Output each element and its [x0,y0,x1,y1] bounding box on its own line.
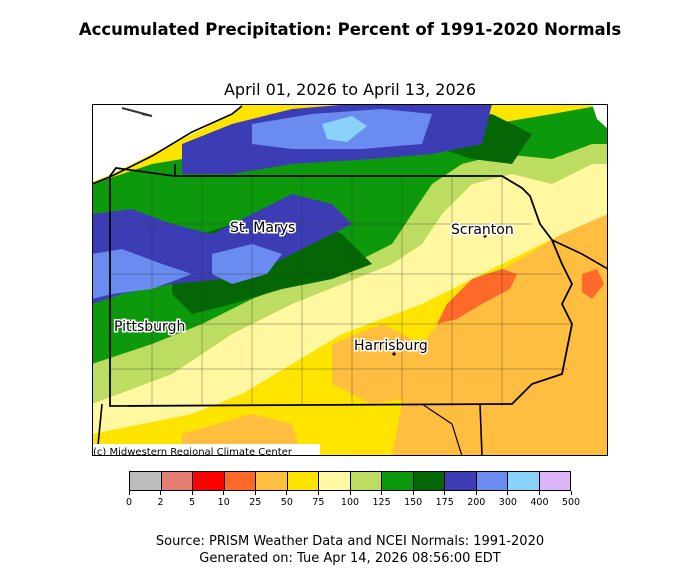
legend-tick [349,491,351,495]
legend-tick [412,491,414,495]
legend-swatch-0 [130,472,162,490]
legend-tick [286,491,288,495]
legend-tick-label: 125 [372,497,391,508]
legend-swatch-2 [193,472,225,490]
legend-tick-label: 75 [312,497,325,508]
county-lines [110,176,572,406]
legend-tick-label: 400 [530,497,549,508]
legend-swatch-5 [287,472,319,490]
legend-tick [381,491,383,495]
legend-tick-label: 200 [467,497,486,508]
region-25-50-central [332,324,442,404]
legend-tick [254,491,256,495]
region-75-100 [92,164,608,434]
legend-swatch-6 [319,472,351,490]
legend-tick [538,491,540,495]
precipitation-map: St. Marys Scranton Pittsburgh Harrisburg… [92,104,608,456]
legend-tick-label: 175 [435,497,454,508]
map-date-range: April 01, 2026 to April 13, 2026 [223,80,477,99]
legend-tick-label: 50 [280,497,293,508]
lake-erie [92,104,242,182]
northeast-blank [592,104,608,129]
legend-tick [444,491,446,495]
region-10-25-ne [582,269,604,299]
legend-tick [191,491,193,495]
legend-tick-label: 0 [125,497,133,508]
legend-tick-label: 2 [157,497,164,508]
legend-swatch-13 [539,472,570,490]
legend-tick-label: 10 [217,497,230,508]
city-label-harrisburg: Harrisburg [354,338,428,354]
legend-tick-label: 25 [249,497,262,508]
map-credit: (c) Midwestern Regional Climate Center [93,447,293,456]
legend-tick-label: 5 [189,497,196,508]
legend-color-bar [129,471,571,491]
legend-tick [317,491,319,495]
legend-swatch-12 [508,472,540,490]
legend-tick [160,491,162,495]
map-title: Accumulated Precipitation: Percent of 19… [78,20,622,39]
legend-tick-label: 100 [340,497,360,508]
color-legend: 0 2 5 10 25 50 75 100 125 150 175 200 300 400 500 [125,471,580,509]
city-labels: St. Marys Scranton Pittsburgh Harrisburg [113,219,515,356]
legend-swatch-7 [350,472,382,490]
city-marker-scranton [483,234,487,238]
legend-tick-label: 150 [404,497,423,508]
legend-tick [570,491,572,495]
region-10-25 [437,269,517,324]
region-25-50-east [392,214,608,456]
legend-swatch-11 [476,472,508,490]
legend-tick-label: 500 [561,497,581,508]
region-300-400 [322,116,367,142]
legend-swatch-8 [382,472,414,490]
city-marker-harrisburg [392,352,396,356]
map-frame [92,104,608,456]
source-note: Source: PRISM Weather Data and NCEI Norm… [155,534,545,549]
legend-tick [475,491,477,495]
city-label-pittsburgh: Pittsburgh [114,319,185,335]
legend-tick-label: 300 [498,497,517,508]
legend-tick-labels: 0 2 5 10 25 50 75 100 125 150 175 200 300 400 500 [125,491,580,509]
legend-tick [223,491,225,495]
state-border-nj-ny [551,239,608,270]
generated-timestamp: Generated on: Tue Apr 14, 2026 08:56:00 … [199,551,501,566]
state-border-md-de [479,403,483,456]
city-label-scranton: Scranton [451,222,514,238]
legend-swatch-10 [445,472,477,490]
legend-tick [507,491,509,495]
legend-swatch-9 [413,472,445,490]
legend-tick [128,491,130,495]
legend-swatch-1 [161,472,193,490]
legend-swatch-3 [224,472,256,490]
legend-swatch-4 [256,472,288,490]
city-label-st-marys: St. Marys [230,220,295,236]
